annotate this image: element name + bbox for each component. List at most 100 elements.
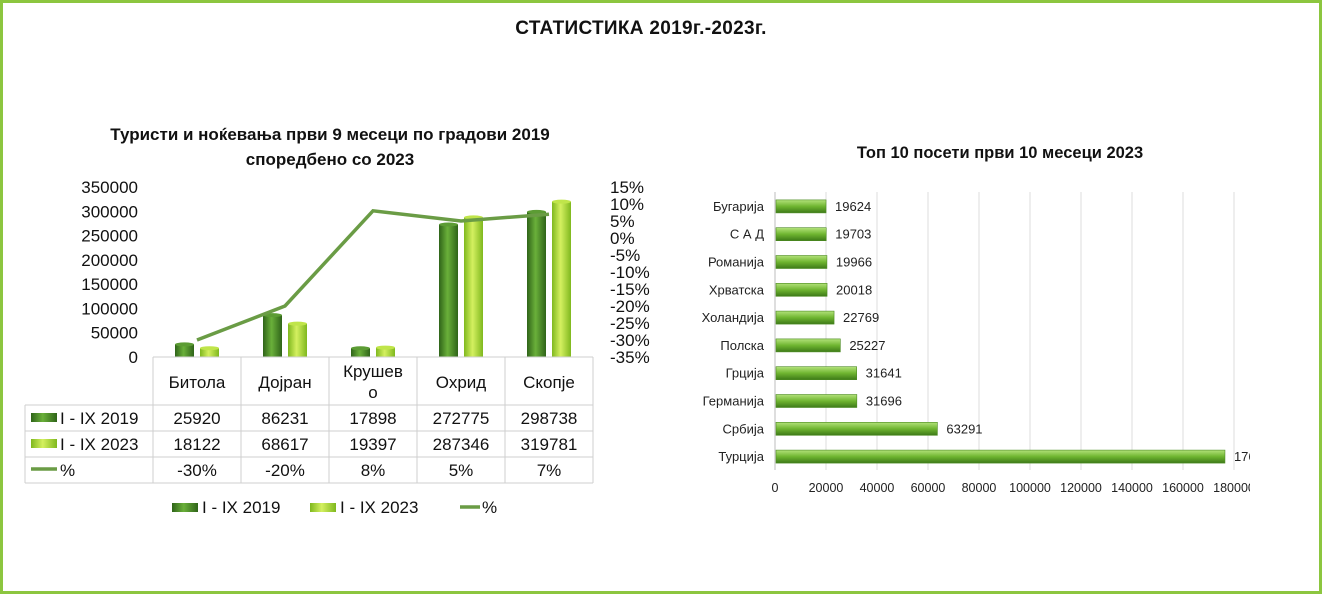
category-label: Полска	[720, 338, 764, 353]
table-cell: 19397	[349, 435, 396, 454]
y2-tick-label: 10%	[610, 195, 644, 214]
left-chart: 350000 300000 250000 200000 150000 100000 5000…	[24, 178, 650, 517]
category-label: Битола	[169, 373, 226, 392]
table-cell: 18122	[173, 435, 220, 454]
hbar-2	[775, 255, 828, 269]
bar-i-ix2023-4	[552, 201, 571, 357]
category-label: Охрид	[436, 373, 486, 392]
hbar-8	[775, 422, 938, 436]
bar-i-ix2019-1	[263, 315, 282, 357]
left-chart-title-line1: Туристи и ноќевања први 9 месеци по град…	[110, 125, 550, 144]
bar-i-ix2023-2	[376, 347, 395, 357]
y-tick-label: 0	[129, 348, 138, 367]
y2-tick-label: -30%	[610, 331, 650, 350]
data-label: 19624	[835, 199, 871, 214]
y-tick-label: 100000	[81, 299, 138, 318]
y2-tick-label: 0%	[610, 229, 635, 248]
y2-tick-label: -35%	[610, 348, 650, 367]
category-label-cont: о	[368, 383, 377, 402]
category-label: С А Д	[730, 227, 764, 242]
x-tick-label: 160000	[1162, 481, 1204, 495]
data-label: 22769	[843, 310, 879, 325]
data-label: 176059	[1234, 449, 1250, 464]
left-chart-title-line2: споредбено со 2023	[245, 150, 415, 169]
category-label: Германија	[703, 394, 765, 409]
x-tick-label: 80000	[962, 481, 997, 495]
hbar-6	[775, 366, 857, 380]
x-tick-label: 180000	[1213, 481, 1250, 495]
left-chart-title: Туристи и ноќевања први 9 месеци по град…	[40, 122, 620, 172]
hbar-3	[775, 283, 828, 297]
category-label: Скопје	[523, 373, 575, 392]
y2-tick-label: -15%	[610, 280, 650, 299]
hbar-4	[775, 310, 835, 325]
legend-label: I - IX 2023	[340, 498, 418, 517]
table-cell: -20%	[265, 461, 305, 480]
x-tick-label: 120000	[1060, 481, 1102, 495]
category-label: Крушев	[343, 362, 403, 381]
bar-cap	[200, 346, 219, 351]
page-title: СТАТИСТИКА 2019г.-2023г.	[515, 18, 767, 39]
bar-i-ix2019-2	[351, 348, 370, 357]
data-label: 19703	[835, 227, 871, 242]
bar-i-ix2023-3	[464, 217, 483, 357]
category-label: Бугарија	[713, 199, 765, 214]
data-label: 19966	[836, 255, 872, 270]
bar-i-ix2023-0	[200, 348, 219, 357]
bar-cap	[351, 346, 370, 351]
category-label: Дојран	[258, 373, 311, 392]
table-legend-swatch	[31, 413, 57, 422]
bar-cap	[376, 345, 395, 350]
table-cell: 25920	[173, 409, 220, 428]
category-label: Романија	[708, 255, 765, 270]
hbar-9	[775, 449, 1226, 464]
x-tick-label: 20000	[809, 481, 844, 495]
y2-tick-label: -10%	[610, 263, 650, 282]
line-percent	[196, 208, 550, 342]
category-label: Холандија	[702, 310, 765, 325]
bar-i-ix2019-0	[175, 344, 194, 357]
bar-cap	[552, 199, 571, 204]
table-cell: 319781	[521, 435, 578, 454]
hbar-1	[775, 227, 827, 242]
hbar-0	[775, 199, 827, 214]
bar-cap	[288, 321, 307, 326]
y2-tick-label: -5%	[610, 246, 640, 265]
category-label: Грција	[726, 366, 765, 381]
legend-label: I - IX 2019	[202, 498, 280, 517]
y2-tick-label: 5%	[610, 212, 635, 231]
y2-tick-label: 15%	[610, 178, 644, 197]
y-tick-label: 350000	[81, 178, 138, 197]
data-label: 20018	[836, 282, 872, 297]
table-series-name: I - IX 2019	[60, 409, 138, 428]
table-cell: 68617	[261, 435, 308, 454]
bar-cap	[175, 342, 194, 347]
x-tick-label: 100000	[1009, 481, 1051, 495]
y-tick-label: 50000	[91, 324, 138, 343]
y2-tick-label: -25%	[610, 314, 650, 333]
data-label: 25227	[849, 338, 885, 353]
hbar-7	[775, 394, 858, 408]
category-label: Хрватска	[709, 282, 765, 297]
bar-cap	[527, 209, 546, 214]
y2-tick-label: -20%	[610, 297, 650, 316]
y-tick-label: 250000	[81, 227, 138, 246]
table-cell: 5%	[449, 461, 474, 480]
x-tick-label: 60000	[911, 481, 946, 495]
right-chart-title: Топ 10 посети први 10 месеци 2023	[856, 144, 1144, 162]
table-cell: 8%	[361, 461, 386, 480]
bar-cap	[439, 222, 458, 227]
data-label: 31696	[866, 394, 902, 409]
table-cell: 86231	[261, 409, 308, 428]
table-cell: 298738	[521, 409, 578, 428]
bar-i-ix2019-3	[439, 224, 458, 357]
table-cell: 272775	[433, 409, 490, 428]
y-tick-label: 150000	[81, 275, 138, 294]
data-label: 63291	[946, 421, 982, 436]
table-cell: 287346	[433, 435, 490, 454]
table-cell: 7%	[537, 461, 562, 480]
y-tick-label: 300000	[81, 202, 138, 221]
bar-i-ix2019-4	[527, 211, 546, 357]
bar-i-ix2023-1	[288, 323, 307, 357]
